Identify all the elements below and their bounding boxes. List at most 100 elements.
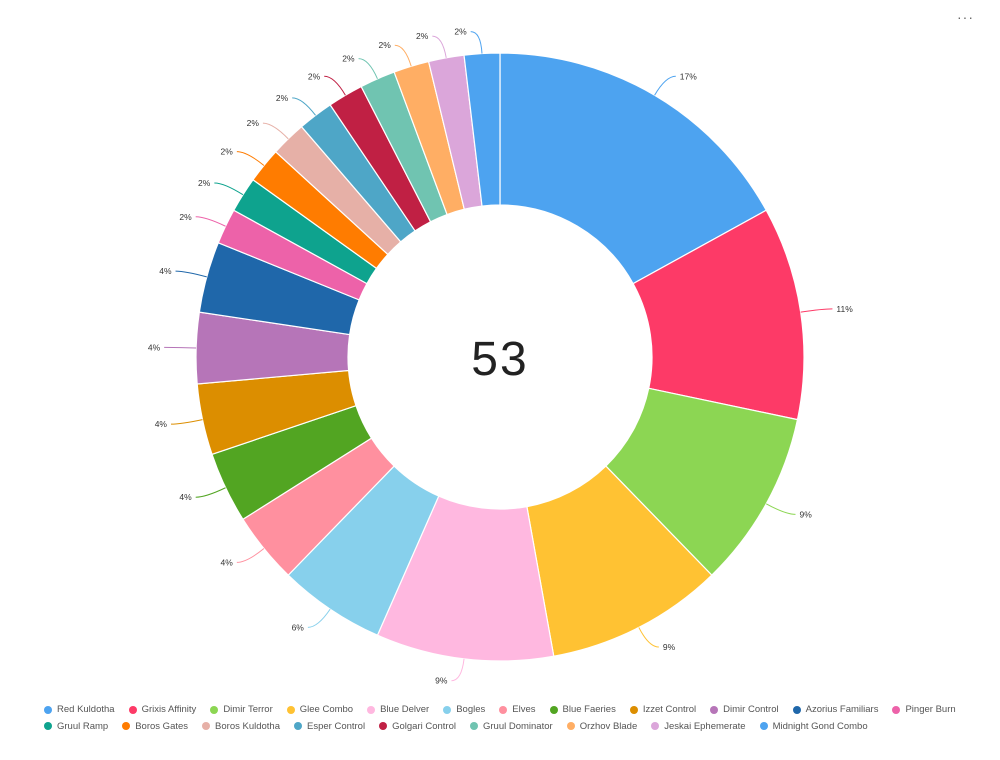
legend-label: Esper Control: [307, 720, 366, 732]
legend-label: Dimir Control: [723, 704, 779, 715]
data-label: 2%: [342, 54, 355, 64]
legend-item[interactable]: Izzet Control: [629, 702, 697, 717]
legend-dot-icon: [367, 705, 376, 714]
legend-label: Gruul Ramp: [57, 720, 109, 732]
connector-line: [170, 419, 203, 425]
data-label: 2%: [454, 27, 467, 37]
legend-label: Izzet Control: [642, 704, 697, 715]
legend-item[interactable]: Boros Kuldotha: [202, 719, 280, 734]
connector-line: [307, 608, 331, 628]
legend-item[interactable]: Dimir Control: [710, 702, 779, 717]
legend-item[interactable]: Orzhov Blade: [566, 719, 637, 734]
legend-item[interactable]: Azorius Familiars: [792, 702, 879, 717]
legend-dot-icon: [202, 722, 211, 730]
data-label: 2%: [416, 31, 429, 41]
legend-item[interactable]: Golgari Control: [379, 719, 456, 734]
slice-midnight-gond-combo[interactable]: [463, 52, 501, 207]
data-label: 4%: [221, 557, 234, 567]
legend-item[interactable]: Midnight Gond Combo: [759, 719, 868, 734]
legend-item[interactable]: Esper Control: [294, 719, 365, 734]
legend-label: Boros Gates: [135, 720, 189, 732]
legend: Red Kuldotha Grixis Affinity Dimir Terror G…: [44, 702, 974, 735]
legend-label: Blue Delver: [380, 704, 430, 715]
legend-dot-icon: [44, 705, 52, 714]
data-label: 17%: [680, 71, 697, 81]
connector-line: [214, 182, 244, 196]
legend-item[interactable]: Jeskai Ephemerate: [651, 719, 746, 734]
legend-item[interactable]: Blue Faeries: [549, 702, 616, 717]
legend-dot-icon: [566, 722, 575, 730]
legend-item[interactable]: Grixis Affinity: [128, 702, 197, 717]
legend-item[interactable]: Bogles: [443, 702, 485, 717]
legend-dot-icon: [651, 722, 660, 730]
legend-item[interactable]: Gruul Ramp: [44, 719, 108, 734]
donut-chart: 17% 11% 9% 9% 9% 6% 4% 4% 4% 4% 4% 2% 2% 2% 2% 2% 2% 2% 2%…: [148, 27, 853, 686]
connector-line: [432, 35, 447, 58]
data-label: 4%: [155, 419, 168, 429]
legend-item[interactable]: Dimir Terror: [210, 702, 273, 717]
connector-line: [654, 75, 676, 96]
legend-dot-icon: [210, 705, 219, 714]
data-label: 2%: [378, 40, 391, 50]
legend-label: Red Kuldotha: [57, 704, 115, 715]
slice-red-kuldotha[interactable]: [499, 52, 768, 285]
data-label: 4%: [179, 492, 192, 502]
legend-item[interactable]: Glee Combo: [286, 702, 353, 717]
legend-dot-icon: [549, 705, 558, 714]
legend-dot-icon: [443, 705, 452, 714]
legend-item[interactable]: Pinger Burn: [892, 702, 956, 717]
legend-label: Boros Kuldotha: [215, 720, 280, 732]
chart-menu-button[interactable]: ···: [957, 9, 974, 25]
slices-layer: [195, 52, 805, 662]
data-label: 11%: [836, 304, 853, 314]
legend-dot-icon: [469, 722, 478, 730]
data-label: 2%: [308, 71, 321, 81]
data-label: 2%: [179, 212, 192, 222]
legend-dot-icon: [379, 722, 388, 730]
legend-dot-icon: [892, 705, 901, 714]
connector-line: [765, 503, 796, 515]
connector-line: [175, 270, 207, 278]
connector-line: [195, 216, 226, 227]
legend-label: Pinger Burn: [905, 704, 956, 715]
legend-label: Gruul Dominator: [482, 720, 553, 732]
legend-dot-icon: [44, 722, 52, 730]
legend-item[interactable]: Red Kuldotha: [44, 702, 115, 717]
connector-line: [236, 151, 265, 166]
legend-label: Azorius Familiars: [805, 704, 879, 715]
legend-dot-icon: [759, 722, 768, 730]
legend-dot-icon: [294, 722, 302, 730]
data-label: 2%: [221, 147, 234, 157]
data-label: 9%: [799, 509, 812, 519]
data-label: 2%: [276, 93, 289, 103]
data-label: 6%: [292, 622, 305, 632]
legend-dot-icon: [128, 705, 137, 714]
legend-dot-icon: [792, 705, 801, 714]
legend-label: Blue Faeries: [562, 704, 616, 715]
legend-dot-icon: [122, 722, 131, 730]
data-label: 4%: [148, 342, 161, 352]
legend-label: Midnight Gond Combo: [772, 720, 868, 732]
connector-line: [236, 548, 265, 563]
connector-line: [451, 658, 465, 682]
connector-line: [164, 346, 197, 349]
legend-item[interactable]: Blue Delver: [367, 702, 429, 717]
legend-dot-icon: [710, 705, 719, 714]
connector-line: [470, 31, 483, 54]
legend-item[interactable]: Gruul Dominator: [469, 719, 553, 734]
legend-label: Golgari Control: [392, 720, 456, 732]
legend-label: Grixis Affinity: [141, 704, 197, 715]
connector-line: [292, 97, 316, 116]
center-total-label: 53: [471, 333, 528, 386]
labels-layer: 17% 11% 9% 9% 9% 6% 4% 4% 4% 4% 4% 2% 2% 2% 2% 2% 2% 2% 2%…: [148, 27, 853, 686]
legend-dot-icon: [629, 705, 638, 714]
legend-item[interactable]: Elves: [499, 702, 536, 717]
legend-label: Jeskai Ephemerate: [664, 720, 746, 732]
data-label: 2%: [247, 118, 260, 128]
legend-item[interactable]: Boros Gates: [122, 719, 188, 734]
connector-line: [800, 308, 833, 313]
data-label: 2%: [198, 178, 211, 188]
connector-line: [262, 122, 289, 140]
connector-line: [358, 58, 378, 79]
data-label: 9%: [435, 676, 448, 686]
